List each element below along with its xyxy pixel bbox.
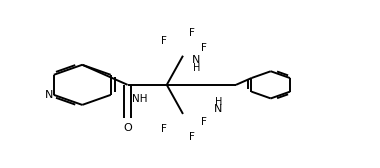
Text: NH: NH	[132, 94, 148, 104]
Text: F: F	[201, 43, 206, 53]
Text: F: F	[189, 132, 195, 142]
Text: F: F	[189, 28, 195, 38]
Text: H: H	[193, 63, 200, 73]
Text: O: O	[123, 122, 132, 133]
Text: F: F	[201, 117, 206, 127]
Text: F: F	[161, 36, 167, 46]
Text: N: N	[214, 104, 222, 114]
Text: N: N	[45, 90, 54, 100]
Text: N: N	[192, 55, 200, 65]
Text: H: H	[215, 97, 222, 107]
Text: F: F	[161, 124, 167, 134]
